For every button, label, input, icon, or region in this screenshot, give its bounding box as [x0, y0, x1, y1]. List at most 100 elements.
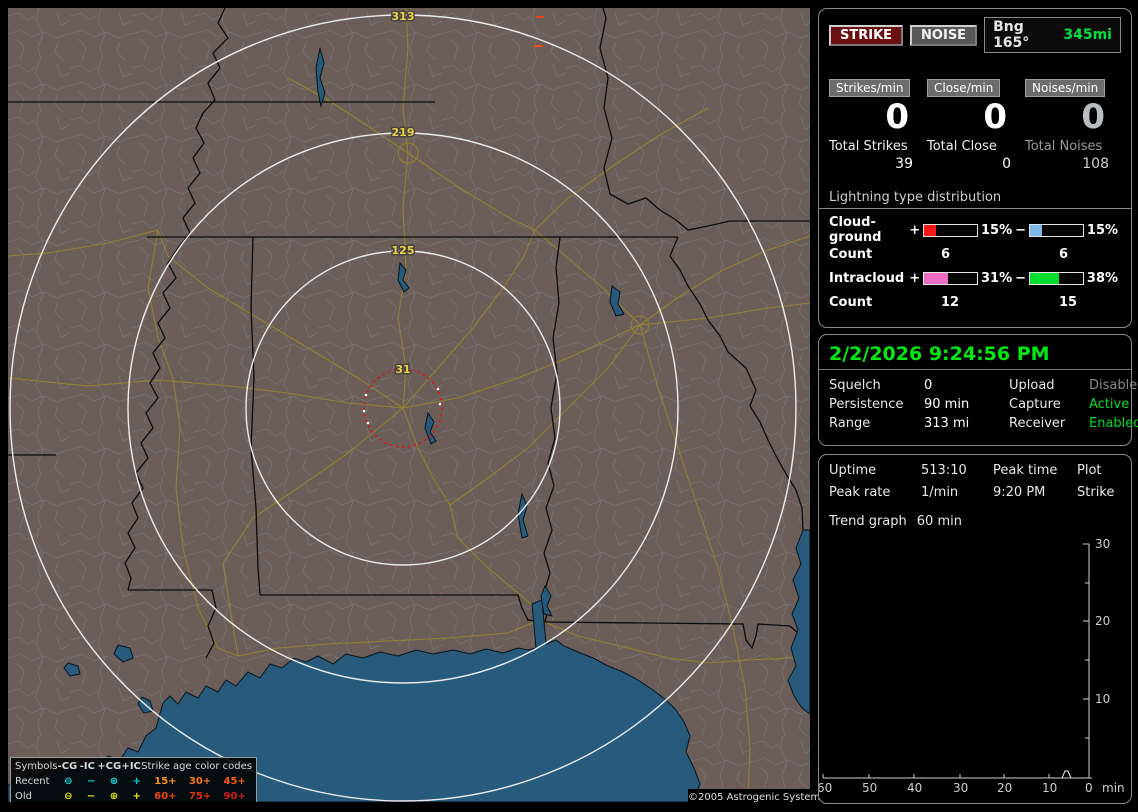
peak-rate-value: 1/min	[921, 485, 959, 500]
legend-old-label: Old	[15, 791, 32, 802]
cloud-ground-label: Cloud-ground	[829, 215, 882, 245]
cg-positive-bar	[923, 223, 978, 237]
cg-negative-bar	[1029, 223, 1084, 237]
age-60-label: 60+	[154, 791, 177, 802]
plot-label: Plot	[1077, 463, 1102, 478]
ic-positive-bar	[923, 271, 978, 285]
upload-value: Disabled	[1089, 378, 1138, 393]
neg-ic-recent-icon: −	[86, 776, 96, 787]
trend-peak	[1061, 770, 1072, 779]
ic-positive-pct: 31%	[980, 270, 1013, 286]
cloud-ground-count-row: Count 6 6	[829, 241, 1121, 267]
x-tick-10: 10	[1042, 781, 1057, 795]
plus-sign: +	[909, 270, 921, 286]
map-canvas: 313 219 125 31	[8, 8, 810, 802]
squelch-value: 0	[924, 378, 933, 393]
pos-cg-recent-icon: ⊕	[109, 776, 119, 787]
count-label: Count	[829, 294, 873, 310]
y-tick-20: 20	[1095, 614, 1110, 628]
strikes-per-min-label[interactable]: Strikes/min	[829, 79, 911, 97]
x-tick-50: 50	[862, 781, 877, 795]
neg-cg-recent-icon: ⊖	[64, 776, 73, 787]
minus-sign: −	[1015, 270, 1027, 286]
legend-recent-row: Recent ⊖ − ⊕ + 15+ 30+ 45+	[15, 774, 252, 789]
age-75-label: 75+	[188, 791, 212, 802]
ring-label-125: 125	[392, 244, 415, 257]
ring-labels: 313 219 125 31	[390, 9, 416, 378]
total-close-label: Total Close	[927, 139, 997, 154]
neg-cg-old-icon: ⊖	[64, 791, 73, 802]
bearing-readout: Bng 165° 345mi	[984, 17, 1121, 53]
cloud-ground-row: Cloud-ground + 15% − 15%	[829, 215, 1121, 245]
pos-ic-old-icon: +	[132, 791, 141, 802]
ring-label-219: 219	[392, 126, 415, 139]
range-rings	[9, 14, 797, 802]
peak-rate-label: Peak rate	[829, 485, 891, 500]
plus-sign: +	[909, 222, 921, 238]
ic-negative-bar	[1029, 271, 1084, 285]
persistence-value: 90 min	[924, 397, 970, 412]
close-counter-column: Close/min 0 Total Close 0	[927, 77, 1023, 172]
strike-markers	[534, 16, 544, 47]
x-axis-unit: min	[1102, 781, 1125, 795]
legend-symbols-title: Symbols	[15, 761, 58, 772]
range-label: Range	[829, 416, 871, 431]
ic-negative-count: 15	[1059, 294, 1078, 310]
noise-toggle-button[interactable]: NOISE	[910, 24, 978, 46]
pos-ic-recent-icon: +	[132, 776, 141, 787]
receiver-label: Receiver	[1009, 416, 1066, 431]
distance-value: 345mi	[1063, 27, 1112, 43]
total-strikes-value: 39	[895, 156, 913, 172]
squelch-label: Squelch	[829, 378, 881, 393]
x-tick-0: 0	[1085, 781, 1093, 795]
legend-col-pos-ic: +IC	[121, 761, 141, 772]
plot-value: Strike	[1077, 485, 1115, 500]
trend-graph-value[interactable]: 60 min	[916, 514, 962, 529]
datetime-display: 2/2/2026 9:24:56 PM	[819, 343, 1131, 370]
ic-positive-count: 12	[941, 294, 960, 310]
legend-col-neg-ic: -IC	[79, 761, 95, 772]
legend-age-title: Strike age color codes	[141, 761, 252, 772]
legend-col-neg-cg: -CG	[57, 761, 78, 772]
age-15-label: 15+	[154, 776, 177, 787]
noises-counter-column: Noises/min 0 Total Noises 108	[1025, 77, 1121, 172]
road-lines	[8, 8, 810, 799]
cg-positive-count: 6	[941, 246, 951, 262]
map-legend: Symbols -CG -IC +CG +IC Strike age color…	[10, 757, 257, 802]
counters-panel: STRIKE NOISE Bng 165° 345mi Strikes/min …	[818, 8, 1132, 328]
intracloud-label: Intracloud	[829, 270, 905, 286]
noises-per-min-value: 0	[1081, 97, 1105, 137]
strikes-counter-column: Strikes/min 0 Total Strikes 39	[829, 77, 925, 172]
minus-sign: −	[1015, 222, 1027, 238]
legend-recent-label: Recent	[15, 776, 50, 787]
total-noises-value: 108	[1082, 156, 1109, 172]
x-tick-60: 60	[819, 781, 832, 795]
ring-label-31: 31	[395, 363, 410, 376]
noises-per-min-label[interactable]: Noises/min	[1025, 79, 1106, 97]
age-90-label: 90+	[223, 791, 246, 802]
cg-positive-pct: 15%	[980, 222, 1013, 238]
neg-ic-old-icon: −	[86, 791, 96, 802]
close-per-min-label[interactable]: Close/min	[927, 79, 1001, 97]
lightning-map[interactable]: 313 219 125 31 Symbols -CG -IC +CG +IC S…	[8, 8, 810, 802]
uptime-value: 513:10	[921, 463, 967, 478]
pos-cg-old-icon: ⊕	[109, 791, 119, 802]
close-per-min-value: 0	[983, 97, 1007, 137]
status-panel: 2/2/2026 9:24:56 PM Squelch 0 Upload Dis…	[818, 334, 1138, 446]
trend-graph-label: Trend graph	[829, 514, 907, 529]
upload-label: Upload	[1009, 378, 1055, 393]
legend-col-pos-cg: +CG	[97, 761, 122, 772]
legend-header-row: Symbols -CG -IC +CG +IC Strike age color…	[15, 759, 252, 774]
copyright-text: ©2005 Astrogenic Systems	[688, 789, 825, 807]
ic-negative-pct: 38%	[1086, 270, 1119, 286]
strike-toggle-button[interactable]: STRIKE	[829, 24, 904, 46]
peak-time-label: Peak time	[993, 463, 1058, 478]
age-45-label: 45+	[223, 776, 246, 787]
capture-value: Active	[1089, 397, 1130, 412]
x-tick-40: 40	[907, 781, 922, 795]
x-tick-20: 20	[997, 781, 1012, 795]
distribution-title: Lightning type distribution	[819, 190, 1131, 209]
uptime-label: Uptime	[829, 463, 877, 478]
count-label: Count	[829, 246, 873, 262]
range-value: 313 mi	[924, 416, 970, 431]
